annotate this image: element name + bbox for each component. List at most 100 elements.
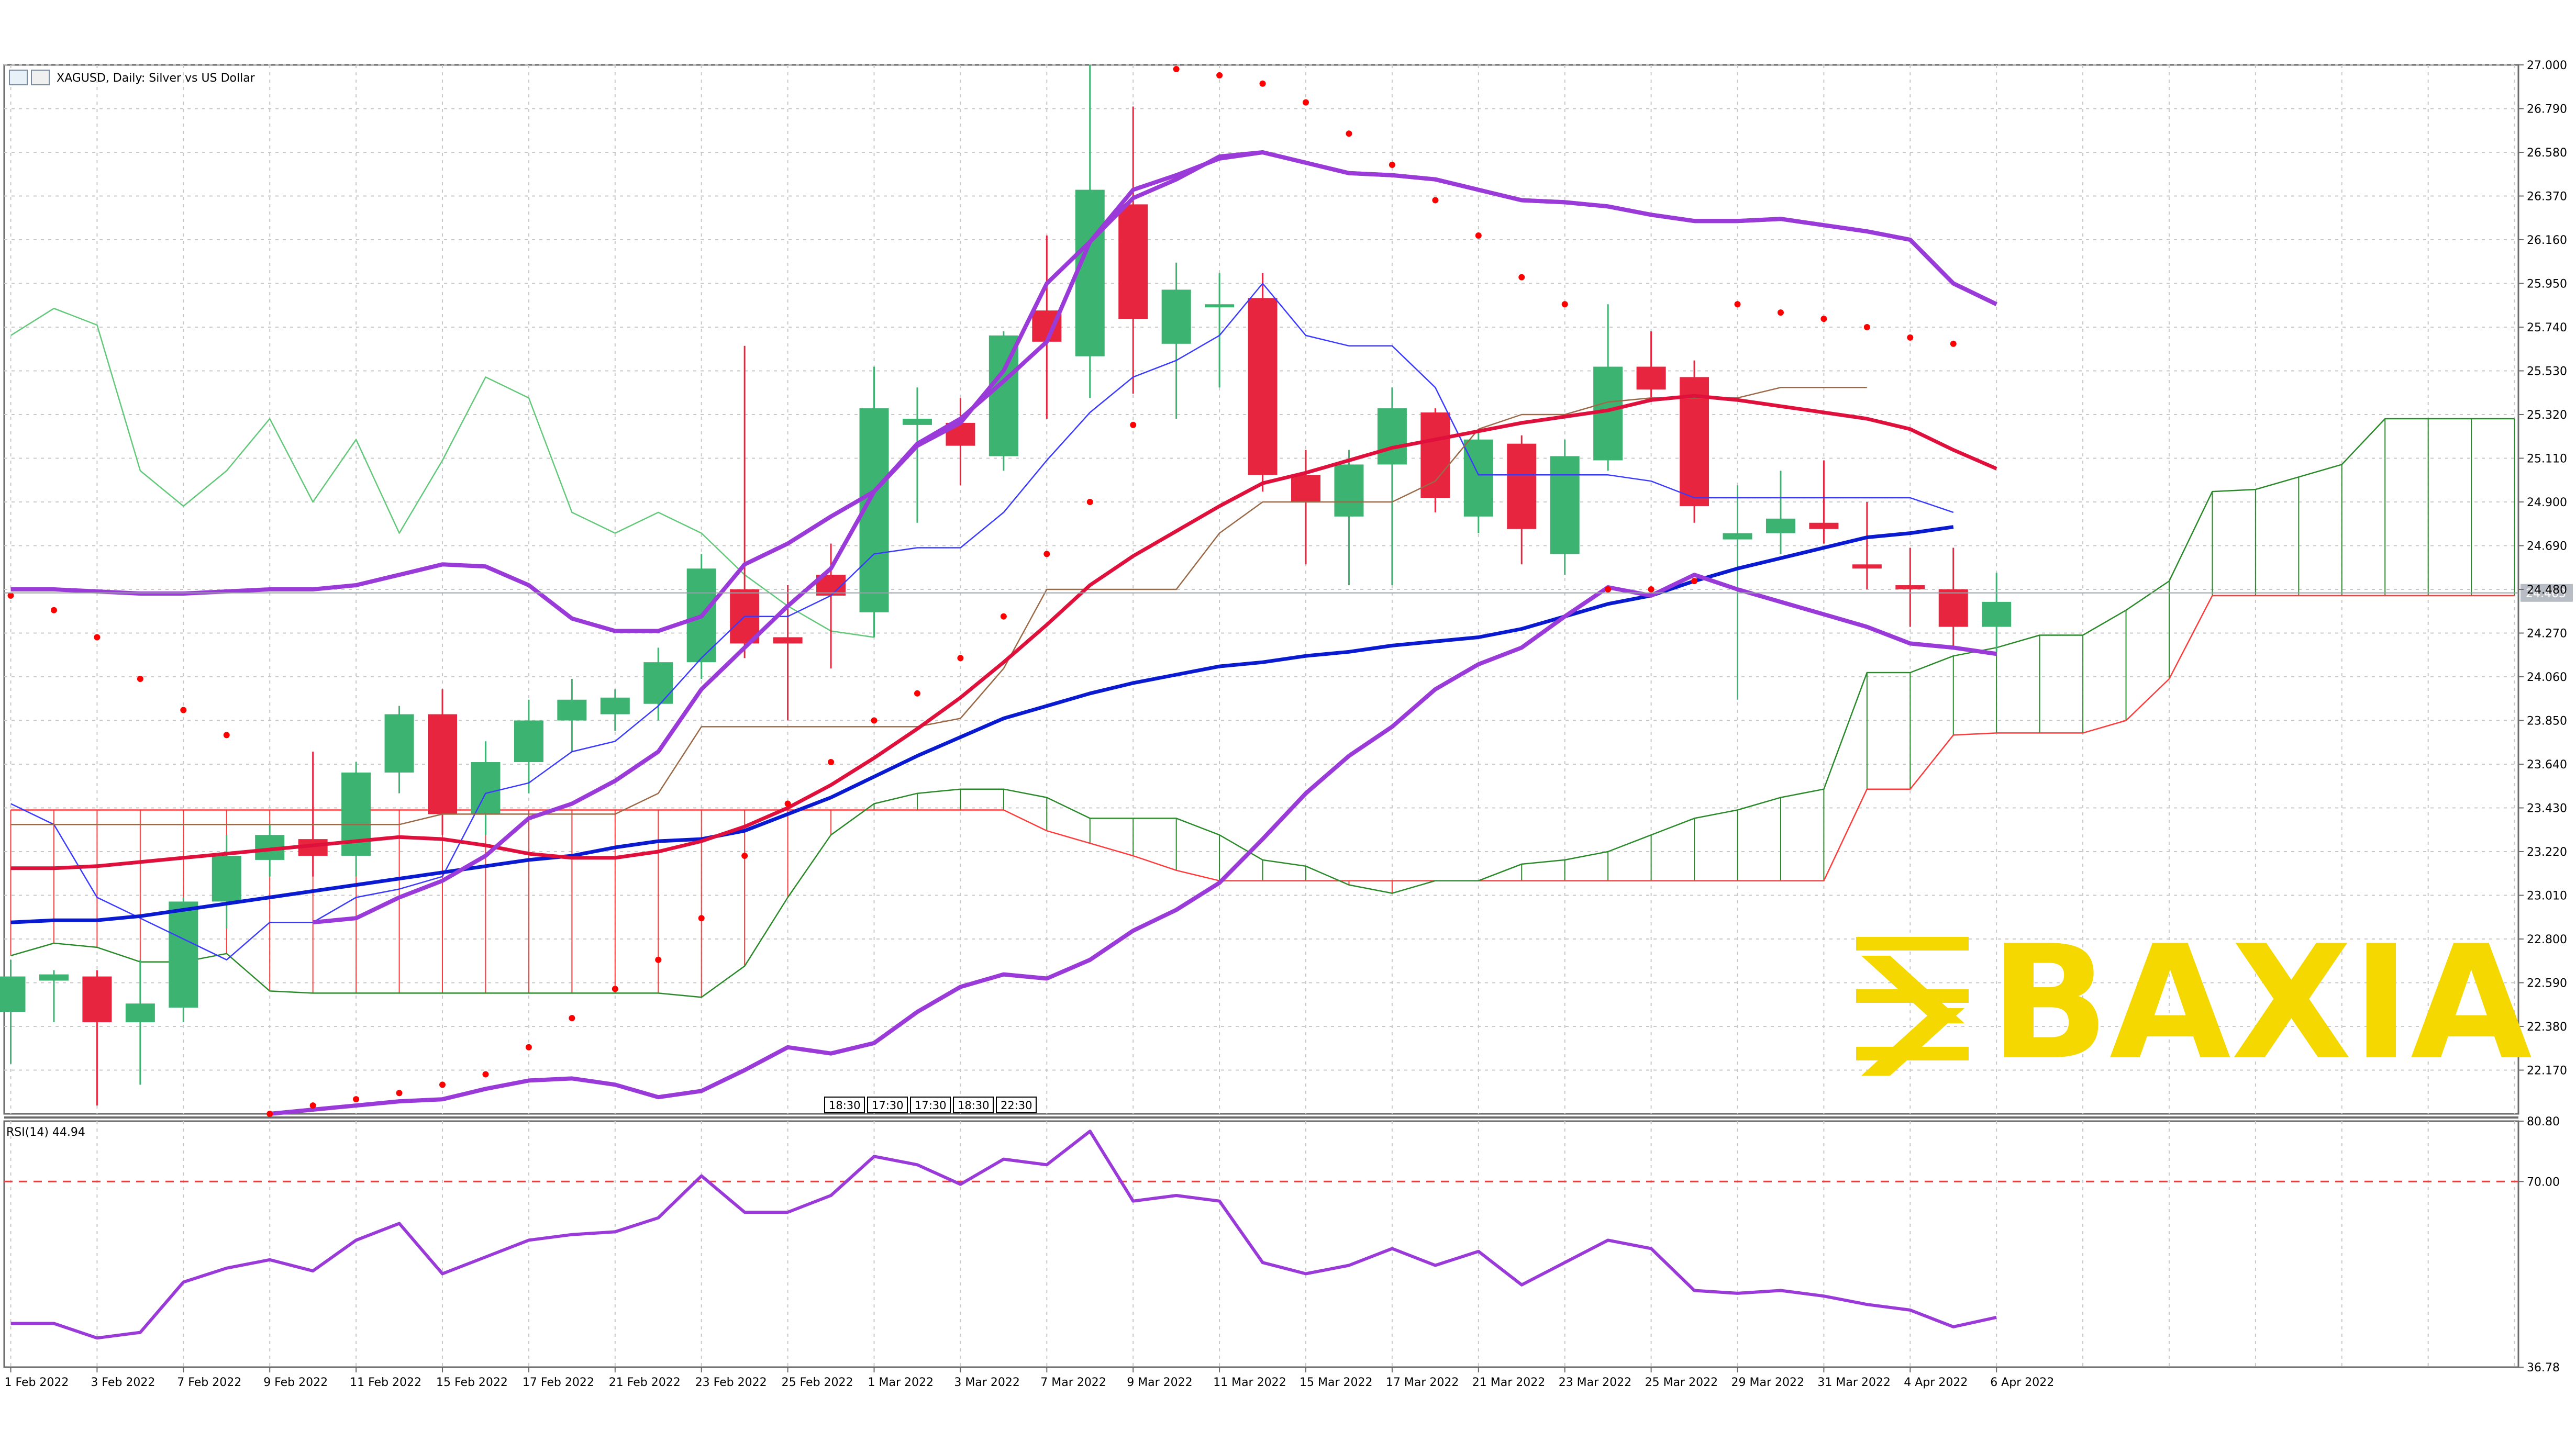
sar-dot [482, 1071, 489, 1078]
time-marker-box [867, 1097, 908, 1113]
price-tick-label: 22.590 [2527, 977, 2567, 990]
time-tick-label: 29 Mar 2022 [1731, 1376, 1804, 1389]
price-tick-label: 25.110 [2527, 453, 2567, 466]
rsi-panel-frame [3, 1120, 2519, 1368]
time-tick-label: 4 Apr 2022 [1904, 1376, 1968, 1389]
candle-body [1161, 289, 1191, 344]
time-marker-label: 18:30 [958, 1099, 990, 1112]
price-tick-label: 27.000 [2527, 59, 2567, 72]
kijun-sen-line [10, 387, 1867, 825]
symbol-title: XAGUSD, Daily: Silver vs US Dollar [57, 72, 256, 85]
time-tick-label: 7 Feb 2022 [177, 1376, 241, 1389]
time-marker-label: 18:30 [829, 1099, 861, 1112]
time-tick-label: 21 Feb 2022 [609, 1376, 681, 1389]
sar-dot [1863, 324, 1870, 330]
candle-body [169, 901, 198, 1008]
sar-dot [1432, 197, 1439, 204]
candle-body [514, 720, 543, 763]
time-tick-label: 11 Mar 2022 [1213, 1376, 1286, 1389]
chart-type-icon[interactable] [9, 70, 28, 85]
sar-dot [1907, 334, 1914, 341]
tenkan-sen-line [10, 283, 1954, 961]
price-tick-label: 25.740 [2527, 321, 2567, 334]
candle-body [1895, 585, 1925, 589]
candle-body [212, 855, 241, 902]
candle-body [1291, 475, 1320, 502]
sar-dot [94, 634, 101, 641]
time-marker-label: 17:30 [915, 1099, 947, 1112]
sar-dot [871, 717, 878, 724]
sar-dot [267, 1111, 273, 1117]
sar-dot [784, 800, 791, 807]
time-tick-label: 7 Mar 2022 [1040, 1376, 1106, 1389]
price-tick-label: 22.800 [2527, 933, 2567, 946]
candle-body [557, 699, 587, 721]
sar-dot [1605, 586, 1612, 593]
sar-dot [569, 1015, 575, 1022]
candle-body [1636, 366, 1666, 390]
candle-body [1205, 304, 1235, 308]
bollinger-lower-line [269, 573, 1997, 1116]
candle-body [0, 976, 26, 1012]
price-tick-label: 24.480 [2527, 584, 2567, 597]
price-tick-label: 23.430 [2527, 802, 2567, 815]
time-marker-box [996, 1097, 1037, 1113]
rsi-tick-label: 36.78 [2527, 1361, 2560, 1374]
candle-body [1766, 518, 1795, 533]
candle-body [1723, 533, 1752, 540]
bollinger-middle-line [10, 150, 1997, 633]
price-tick-label: 23.850 [2527, 715, 2567, 728]
price-tick-label: 24.060 [2527, 671, 2567, 684]
candle-body [1982, 601, 2012, 627]
time-tick-label: 1 Mar 2022 [868, 1376, 934, 1389]
candle-body [1420, 412, 1450, 498]
chikou-span-line [10, 307, 874, 638]
price-tick-label: 25.950 [2527, 278, 2567, 291]
rsi-line [10, 1130, 1997, 1340]
sar-dot [353, 1096, 360, 1103]
sar-dot [525, 1044, 532, 1050]
price-tick-label: 24.900 [2527, 496, 2567, 509]
sar-dot [612, 986, 618, 992]
sar-dot [1259, 80, 1266, 87]
sar-dot [1043, 551, 1050, 557]
properties-icon[interactable] [31, 70, 50, 85]
rsi-tick-label: 70.00 [2527, 1176, 2560, 1189]
price-tick-label: 24.690 [2527, 540, 2567, 553]
price-tick-label: 24.270 [2527, 628, 2567, 641]
sar-dot [1648, 586, 1655, 593]
sar-dot [1086, 499, 1093, 505]
candle-body [1809, 522, 1839, 529]
sar-dot [180, 707, 187, 713]
ma-slow-line [10, 525, 1954, 924]
time-tick-label: 1 Feb 2022 [5, 1376, 69, 1389]
price-tick-label: 26.790 [2527, 103, 2567, 116]
sar-dot [309, 1102, 316, 1109]
candle-body [1118, 204, 1148, 319]
time-tick-label: 21 Mar 2022 [1472, 1376, 1545, 1389]
time-tick-label: 6 Apr 2022 [1990, 1376, 2054, 1389]
candle-body [600, 697, 630, 714]
time-marker-box [824, 1097, 865, 1113]
rsi-title: RSI(14) 44.94 [6, 1126, 85, 1139]
candle-body [1463, 439, 1493, 517]
sar-dot [1303, 99, 1309, 106]
sar-dot [957, 655, 964, 662]
price-tick-label: 22.380 [2527, 1021, 2567, 1034]
sar-dot [655, 956, 662, 963]
candle-body [1550, 456, 1580, 554]
sar-dot [1561, 301, 1568, 308]
sar-dot [1734, 301, 1741, 308]
time-tick-label: 23 Mar 2022 [1559, 1376, 1631, 1389]
current-price-tag [2521, 584, 2573, 602]
candle-body [902, 418, 932, 425]
sar-dot [1173, 65, 1180, 72]
candle-body [39, 974, 69, 981]
price-tick-label: 25.530 [2527, 365, 2567, 378]
candle-body [384, 714, 414, 773]
price-tick-label: 23.010 [2527, 890, 2567, 903]
sar-dot [137, 675, 143, 682]
candle-body [1938, 589, 1968, 627]
